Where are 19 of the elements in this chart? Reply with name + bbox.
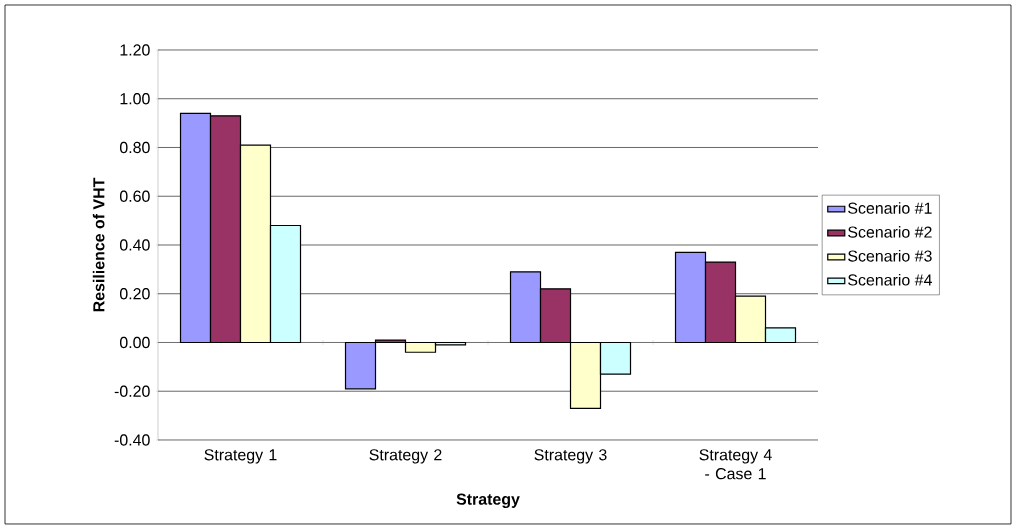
y-tick-label: 0.80 [119, 141, 150, 154]
y-tick-label: 0.20 [119, 288, 150, 300]
x-tick-label: Strategy 2 [369, 449, 442, 464]
y-tick-label: 1.20 [120, 44, 150, 56]
legend-label: Scenario #4 [848, 273, 932, 286]
x-axis-title: Strategy [456, 493, 520, 508]
y-tick-label: 0.40 [119, 239, 150, 251]
x-tick-label: Strategy 4 - Case 1 [699, 449, 772, 480]
y-tick-label: 0.00 [119, 336, 150, 349]
y-tick-label: -0.20 [114, 385, 150, 397]
y-tick-label: -0.40 [114, 434, 150, 446]
legend-label: Scenario #1 [848, 202, 932, 214]
y-axis-title: Resilience of VHT [92, 177, 105, 312]
legend-label: Scenario #3 [848, 249, 932, 262]
y-tick-label: 1.00 [120, 93, 150, 105]
x-tick-label: Strategy 3 [534, 449, 607, 464]
x-tick-label: Strategy 1 [204, 449, 277, 464]
y-tick-label: 0.60 [119, 190, 150, 202]
legend-label: Scenario #2 [848, 226, 932, 238]
